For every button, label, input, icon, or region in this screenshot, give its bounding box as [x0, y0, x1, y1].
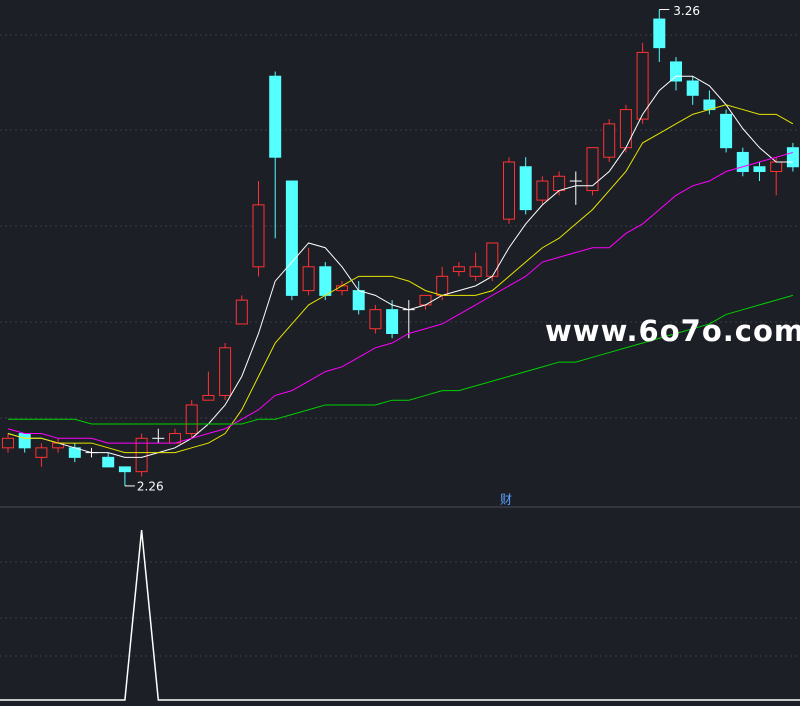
- moving-average: [7, 104, 794, 454]
- candle-body: [586, 147, 599, 192]
- high-label: 3.26: [673, 4, 700, 18]
- candle-body: [135, 437, 148, 473]
- candle-body: [285, 180, 298, 296]
- candle-body: [235, 299, 248, 325]
- candle-body: [18, 433, 31, 449]
- watermark: www.6o7o.com: [545, 314, 800, 348]
- candle-body: [603, 123, 616, 158]
- candle-body: [753, 166, 766, 173]
- candle-body: [786, 147, 799, 168]
- candle-body: [770, 161, 783, 173]
- panel-label: 财: [500, 493, 512, 507]
- candle-body: [319, 266, 332, 296]
- candle-body: [2, 437, 14, 449]
- candle-body: [720, 113, 733, 149]
- candle-body: [269, 75, 282, 158]
- candle-body: [35, 447, 48, 458]
- candle-body: [419, 294, 432, 306]
- candle-body: [452, 266, 465, 273]
- moving-average: [7, 151, 794, 444]
- candle-body: [469, 266, 482, 277]
- candle-body: [486, 242, 499, 277]
- candle-body: [619, 109, 632, 149]
- candle-body: [352, 290, 365, 311]
- candle-body: [536, 180, 549, 201]
- low-label: 2.26: [137, 479, 164, 493]
- candle-body: [519, 166, 532, 211]
- candle-body: [653, 18, 666, 49]
- candle-body: [102, 456, 115, 468]
- moving-average: [7, 75, 793, 458]
- candle-body: [202, 394, 215, 401]
- candle-body: [369, 309, 382, 330]
- candle-body: [670, 61, 682, 82]
- indicator-line: [0, 530, 800, 701]
- candle-body: [686, 80, 699, 96]
- moving-average: [8, 294, 794, 425]
- candle-body: [219, 347, 232, 396]
- candle-body: [503, 161, 515, 220]
- candle-body: [386, 309, 399, 334]
- candle-body: [302, 266, 315, 292]
- candle-body: [736, 151, 749, 173]
- candle-body: [436, 275, 449, 296]
- candle-body: [252, 204, 265, 268]
- candle-body: [185, 404, 198, 435]
- candle-body: [118, 466, 131, 473]
- candle-body: [553, 175, 566, 192]
- candle-body: [636, 51, 649, 120]
